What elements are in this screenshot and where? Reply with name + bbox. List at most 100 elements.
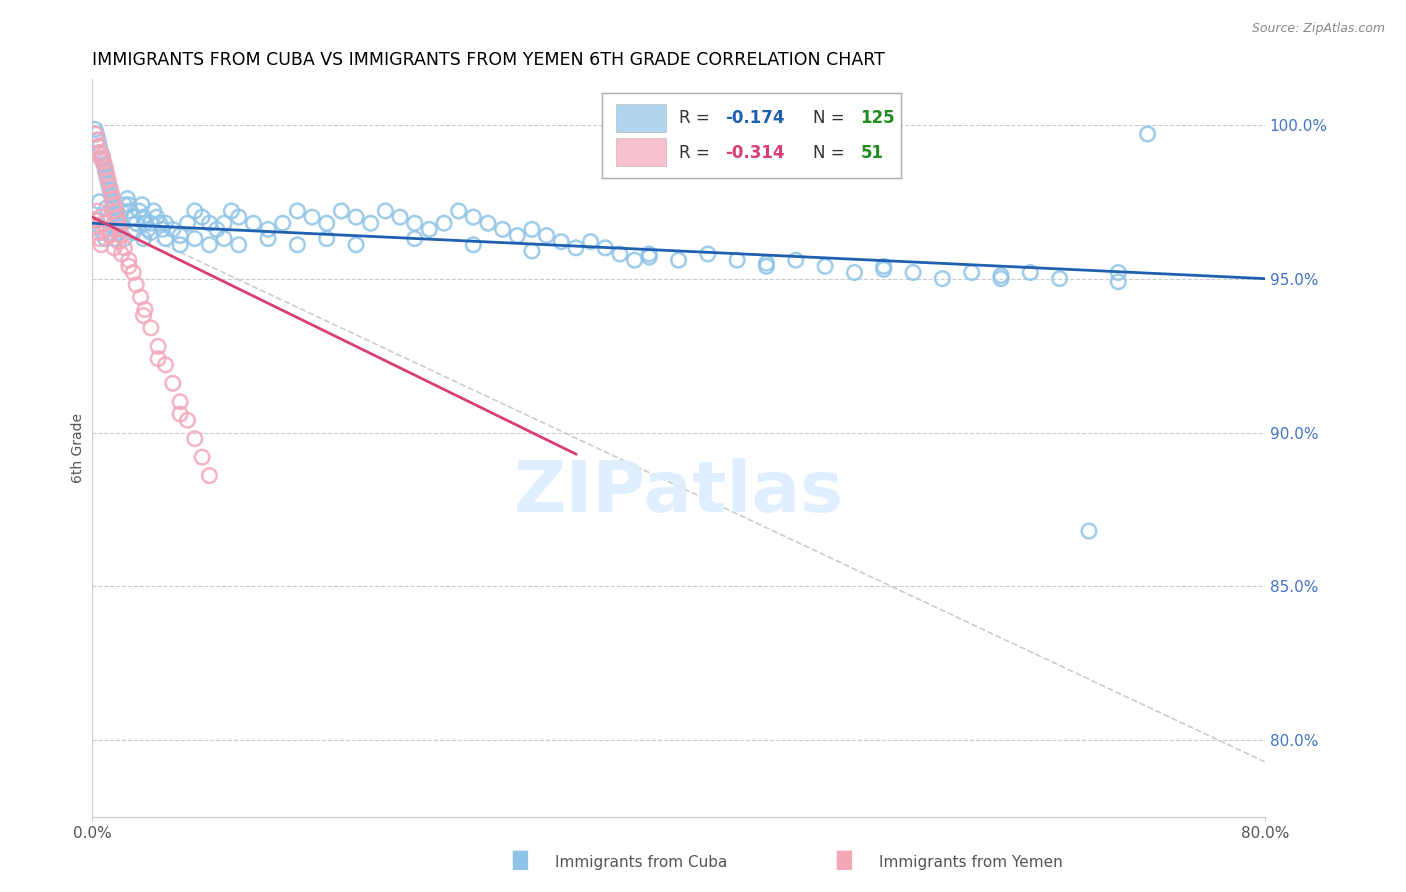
Point: [110, 203, 132, 218]
Point: [638, 247, 661, 261]
Point: [90, 152, 112, 166]
Point: [145, 210, 167, 224]
Point: [374, 203, 396, 218]
Point: [98, 228, 121, 243]
Point: [344, 237, 367, 252]
Text: █: █: [513, 850, 527, 870]
Point: [520, 222, 543, 236]
Point: [100, 186, 122, 200]
Point: [1078, 524, 1101, 538]
Point: [107, 226, 129, 240]
Point: [114, 241, 136, 255]
Point: [155, 216, 177, 230]
Point: [360, 216, 382, 230]
Point: [96, 222, 118, 236]
Point: [960, 265, 983, 279]
Point: [271, 216, 294, 230]
Point: [87, 133, 110, 147]
Point: [134, 216, 156, 230]
Point: [90, 210, 112, 224]
Point: [162, 222, 184, 236]
Point: [101, 194, 124, 209]
Point: [579, 235, 602, 249]
Point: [128, 203, 150, 218]
Point: [94, 161, 117, 175]
Text: N =: N =: [814, 110, 851, 128]
Point: [132, 210, 155, 224]
Point: [609, 247, 631, 261]
Point: [221, 203, 243, 218]
Point: [169, 407, 191, 421]
Bar: [616, 138, 665, 167]
Point: [86, 133, 108, 147]
Point: [91, 226, 114, 240]
Point: [205, 222, 228, 236]
Point: [103, 241, 125, 255]
Y-axis label: 6th Grade: 6th Grade: [72, 413, 86, 483]
Point: [198, 237, 221, 252]
Point: [404, 216, 426, 230]
Point: [89, 232, 111, 246]
Point: [89, 219, 111, 234]
Point: [107, 219, 129, 234]
Point: [152, 222, 174, 236]
Point: [755, 260, 778, 274]
Point: [84, 127, 107, 141]
Point: [990, 268, 1012, 283]
Point: [98, 182, 121, 196]
Point: [117, 192, 139, 206]
Point: [725, 253, 748, 268]
Point: [184, 232, 207, 246]
Point: [129, 290, 152, 304]
Point: [93, 154, 115, 169]
Point: [506, 228, 529, 243]
Text: Immigrants from Yemen: Immigrants from Yemen: [879, 855, 1063, 870]
Point: [162, 376, 184, 391]
Point: [404, 232, 426, 246]
Point: [89, 139, 111, 153]
Point: [107, 235, 129, 249]
Text: -0.314: -0.314: [725, 145, 785, 162]
Point: [96, 170, 118, 185]
Point: [118, 253, 141, 268]
Point: [110, 228, 132, 243]
Point: [105, 210, 128, 224]
Point: [91, 152, 114, 166]
Point: [98, 179, 121, 194]
Point: [593, 241, 616, 255]
Point: [696, 247, 718, 261]
Text: Immigrants from Cuba: Immigrants from Cuba: [555, 855, 728, 870]
Text: R =: R =: [679, 145, 714, 162]
Point: [477, 216, 499, 230]
Point: [191, 450, 214, 465]
Point: [418, 222, 440, 236]
Point: [146, 339, 169, 353]
Point: [257, 232, 280, 246]
Text: Source: ZipAtlas.com: Source: ZipAtlas.com: [1251, 22, 1385, 36]
Bar: [616, 104, 665, 133]
Point: [94, 232, 117, 246]
Point: [1019, 265, 1042, 279]
Point: [114, 232, 136, 246]
Point: [433, 216, 456, 230]
Point: [638, 250, 661, 264]
Point: [242, 216, 264, 230]
Point: [86, 219, 108, 234]
Point: [89, 145, 111, 160]
Point: [146, 351, 169, 366]
Point: [344, 210, 367, 224]
Point: [132, 232, 155, 246]
Point: [990, 271, 1012, 285]
Point: [565, 241, 588, 255]
Point: [931, 271, 953, 285]
Point: [668, 253, 690, 268]
Point: [1107, 275, 1129, 289]
Point: [98, 226, 121, 240]
Point: [212, 216, 235, 230]
Point: [105, 213, 128, 227]
Point: [139, 216, 162, 230]
Point: [91, 148, 114, 162]
Point: [96, 201, 118, 215]
FancyBboxPatch shape: [602, 94, 901, 178]
Point: [86, 213, 108, 227]
